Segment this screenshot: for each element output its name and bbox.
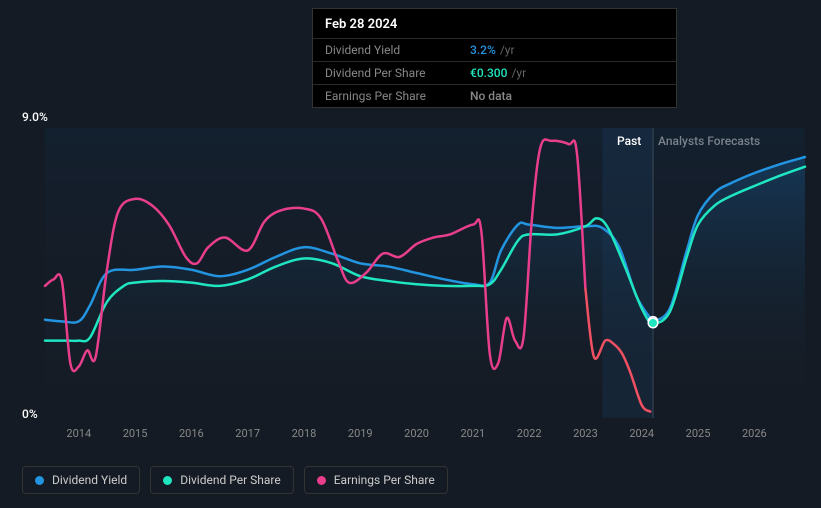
tooltip-row-label: Dividend Yield bbox=[325, 43, 470, 57]
x-tick-label: 2014 bbox=[66, 427, 91, 440]
tooltip-date: Feb 28 2024 bbox=[313, 9, 676, 38]
x-tick-label: 2022 bbox=[517, 427, 542, 440]
tooltip-row: Dividend Per Share€0.300/yr bbox=[313, 61, 676, 84]
tooltip-row: Earnings Per ShareNo data bbox=[313, 84, 676, 107]
legend-label: Earnings Per Share bbox=[334, 473, 435, 487]
tooltip-row-suffix: /yr bbox=[500, 43, 515, 57]
x-tick-label: 2024 bbox=[629, 427, 654, 440]
legend-dot bbox=[35, 476, 44, 485]
legend-item[interactable]: Dividend Per Share bbox=[150, 466, 294, 494]
x-tick-label: 2025 bbox=[686, 427, 711, 440]
legend-label: Dividend Per Share bbox=[180, 473, 281, 487]
legend-item[interactable]: Earnings Per Share bbox=[304, 466, 448, 494]
tooltip-row-value: 3.2% bbox=[470, 43, 496, 57]
chart-tooltip: Feb 28 2024 Dividend Yield3.2%/yrDividen… bbox=[312, 8, 677, 108]
tooltip-row-label: Dividend Per Share bbox=[325, 66, 470, 80]
region-past-label: Past bbox=[617, 134, 641, 148]
x-tick-label: 2023 bbox=[573, 427, 598, 440]
tooltip-row-label: Earnings Per Share bbox=[325, 89, 470, 103]
tooltip-row-value: No data bbox=[470, 89, 512, 103]
legend-dot bbox=[317, 476, 326, 485]
region-forecast-label: Analysts Forecasts bbox=[658, 134, 760, 148]
legend-item[interactable]: Dividend Yield bbox=[22, 466, 140, 494]
x-tick-label: 2018 bbox=[292, 427, 317, 440]
legend-dot bbox=[163, 476, 172, 485]
tooltip-row: Dividend Yield3.2% /yr bbox=[313, 38, 676, 61]
x-tick-label: 2016 bbox=[179, 427, 204, 440]
x-tick-label: 2020 bbox=[404, 427, 429, 440]
chart-legend: Dividend Yield Dividend Per Share Earnings… bbox=[22, 466, 448, 494]
x-tick-label: 2015 bbox=[123, 427, 148, 440]
x-tick-label: 2026 bbox=[742, 427, 767, 440]
x-tick-label: 2021 bbox=[460, 427, 485, 440]
tooltip-row-suffix: /yr bbox=[511, 66, 526, 80]
x-axis-labels: 2014 2015 2016 2017 2018 2019 2020 2021 2022 2023… bbox=[0, 427, 821, 447]
x-tick-label: 2019 bbox=[348, 427, 373, 440]
tooltip-row-value: €0.300 bbox=[470, 66, 507, 80]
tooltip-rows: Dividend Yield3.2%/yrDividend Per Share€… bbox=[313, 38, 676, 107]
legend-label: Dividend Yield bbox=[52, 473, 127, 487]
x-tick-label: 2017 bbox=[235, 427, 260, 440]
